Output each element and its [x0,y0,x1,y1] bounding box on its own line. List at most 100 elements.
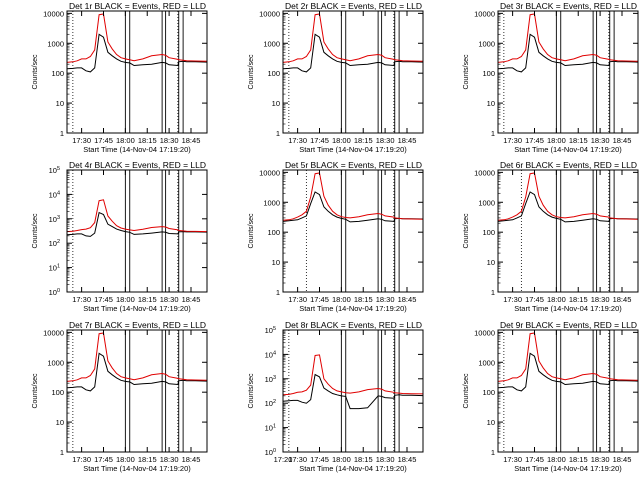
series-events-line [67,211,207,237]
y-tick-label: 10 [487,99,495,108]
series-lld-line [283,354,423,396]
y-tick-label: 100 [482,388,495,397]
x-tick-label: 17:45 [310,455,329,464]
x-tick-label: 17:45 [525,295,544,304]
x-tick-label: 17:30 [72,455,91,464]
detector-panel-4: Det 4r BLACK = Events, RED = LLD 100 101 10… [32,160,208,313]
series-lld-line [498,332,638,382]
plot-frame [282,169,424,293]
y-tick-label: 100 [265,448,276,457]
series-events-line [498,33,638,73]
plot-frame [66,169,208,293]
x-tick-label: 18:15 [354,295,373,304]
x-tick-label: 18:30 [160,295,179,304]
y-tick-label: 10000 [259,9,280,18]
x-tick-label: 17:45 [310,295,329,304]
y-tick-label: 1 [60,448,64,457]
x-axis-label: Start Time (14-Nov-04 17:19:20) [83,145,191,154]
y-tick-label: 1000 [47,39,64,48]
x-tick-label: 17:30 [503,455,522,464]
x-tick-label: 17:45 [310,136,329,145]
x-tick-label: 18:00 [332,455,351,464]
x-tick-label: 17:45 [94,455,113,464]
x-tick-label: 17:30 [288,295,307,304]
y-tick-label: 103 [265,375,276,384]
y-tick-label: 10000 [474,9,495,18]
plot-frame [66,10,208,134]
panel-title: Det 9r BLACK = Events, RED = LLD [500,320,637,330]
plot-frame [66,329,208,453]
x-tick-label: 18:45 [613,455,632,464]
x-tick-label: 18:15 [138,136,157,145]
y-tick-label: 104 [49,190,60,199]
y-tick-label: 1 [60,129,64,138]
y-tick-label: 100 [49,288,60,297]
y-axis-label: Counts/sec [32,213,39,249]
panel-title: Det 5r BLACK = Events, RED = LLD [285,160,422,170]
x-axis-label: Start Time (14-Nov-04 17:19:20) [299,464,407,473]
y-tick-label: 101 [265,424,276,433]
x-tick-label: 18:45 [182,295,201,304]
y-tick-label: 103 [49,215,60,224]
x-tick-label: 17:45 [525,136,544,145]
x-tick-label: 18:45 [398,295,417,304]
series-lld-line [283,172,423,221]
series-events-line [283,373,423,410]
x-tick-label: 18:00 [332,136,351,145]
y-tick-label: 10000 [43,9,64,18]
y-axis-label: Counts/sec [248,54,255,90]
plot-frame [282,329,424,453]
series-events-line [67,33,207,73]
detector-panel-8: Det 8r BLACK = Events, RED = LLD 100 101 10… [248,320,424,473]
x-tick-label: 18:00 [547,136,566,145]
plot-frame [282,10,424,134]
y-axis-label: Counts/sec [463,373,470,409]
x-tick-label: 17:30 [72,136,91,145]
x-tick-label: 18:00 [116,455,135,464]
y-axis-label: Counts/sec [32,54,39,90]
y-axis-label: Counts/sec [463,213,470,249]
x-axis-label: Start Time (14-Nov-04 17:19:20) [514,304,622,313]
x-tick-label: 17:30 [503,136,522,145]
y-tick-label: 10000 [43,328,64,337]
series-events-line [283,33,423,73]
y-tick-label: 1000 [263,39,280,48]
y-tick-label: 10000 [474,168,495,177]
series-lld-line [498,172,638,221]
x-tick-label: 17:30 [72,295,91,304]
y-tick-label: 10 [487,418,495,427]
x-tick-label: 18:00 [547,455,566,464]
x-axis-label: Start Time (14-Nov-04 17:19:20) [299,304,407,313]
series-events-line [498,191,638,223]
panel-title: Det 1r BLACK = Events, RED = LLD [69,1,206,11]
plot-frame [497,169,639,293]
detector-panel-7: Det 7r BLACK = Events, RED = LLD 1 10 100 10… [32,320,208,473]
x-tick-label: 17:30 [288,136,307,145]
detector-panel-6: Det 6r BLACK = Events, RED = LLD 1 10 100 10… [463,160,639,313]
panel-title: Det 3r BLACK = Events, RED = LLD [500,1,637,11]
panel-title: Det 8r BLACK = Events, RED = LLD [285,320,422,330]
x-tick-label: 18:15 [138,455,157,464]
x-tick-label: 18:45 [613,136,632,145]
x-tick-label: 18:00 [116,136,135,145]
y-tick-label: 105 [265,326,276,335]
y-tick-label: 104 [265,350,276,359]
x-axis-label: Start Time (14-Nov-04 17:19:20) [299,145,407,154]
y-tick-label: 102 [49,239,60,248]
panel-title: Det 6r BLACK = Events, RED = LLD [500,160,637,170]
x-tick-label: 18:30 [591,295,610,304]
x-tick-label: 18:45 [182,455,201,464]
x-tick-label: 18:30 [160,136,179,145]
x-axis-label: Start Time (14-Nov-04 17:19:20) [514,464,622,473]
x-tick-label: 17:30 [288,455,307,464]
y-axis-label: Counts/sec [248,213,255,249]
panel-title: Det 7r BLACK = Events, RED = LLD [69,320,206,330]
y-axis-label: Counts/sec [248,373,255,409]
y-tick-label: 100 [51,388,64,397]
x-axis-label: Start Time (14-Nov-04 17:19:20) [83,464,191,473]
x-axis-label: Start Time (14-Nov-04 17:19:20) [514,145,622,154]
y-tick-label: 10 [56,418,64,427]
y-tick-label: 1 [276,288,280,297]
x-tick-label: 18:30 [376,295,395,304]
